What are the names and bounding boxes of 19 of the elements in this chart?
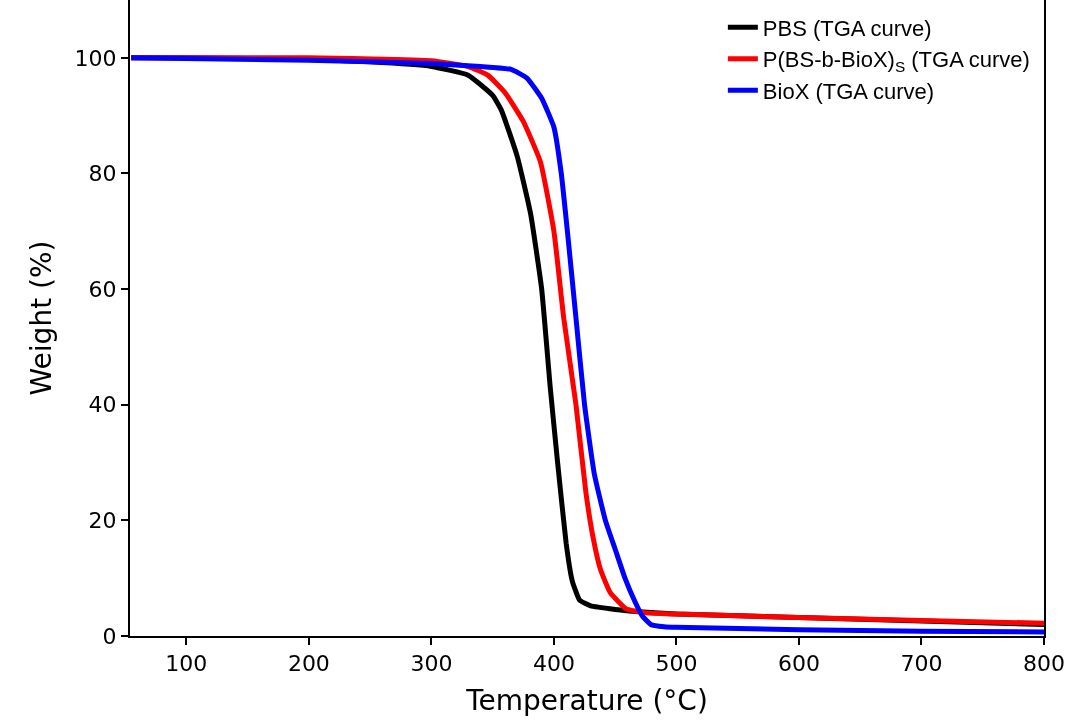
x-tick-label: 200 bbox=[287, 651, 330, 677]
y-tick-label: 0 bbox=[102, 623, 117, 649]
y-tick-label: 100 bbox=[74, 45, 117, 71]
y-tick-label: 20 bbox=[88, 508, 117, 534]
x-tick-label: 700 bbox=[900, 651, 943, 677]
legend-label: PBS (TGA curve) bbox=[762, 15, 932, 41]
y-axis-title: Weight (%) bbox=[24, 240, 58, 396]
x-axis-title: Temperature (°C) bbox=[465, 684, 708, 717]
x-tick-label: 100 bbox=[165, 651, 208, 677]
legend-label: P(BS-b-BioX)$_{S}$ (TGA curve) bbox=[762, 47, 1030, 75]
x-tick-label: 300 bbox=[410, 651, 453, 677]
y-tick-label: 60 bbox=[88, 276, 117, 302]
x-tick-label: 500 bbox=[655, 651, 698, 677]
x-tick-label: 600 bbox=[777, 651, 820, 677]
x-tick-label: 800 bbox=[1023, 651, 1065, 677]
y-tick-label: 40 bbox=[88, 392, 117, 418]
legend-label: BioX (TGA curve) bbox=[762, 78, 935, 104]
y-tick-label: 80 bbox=[88, 161, 117, 187]
x-tick-label: 400 bbox=[532, 651, 575, 677]
